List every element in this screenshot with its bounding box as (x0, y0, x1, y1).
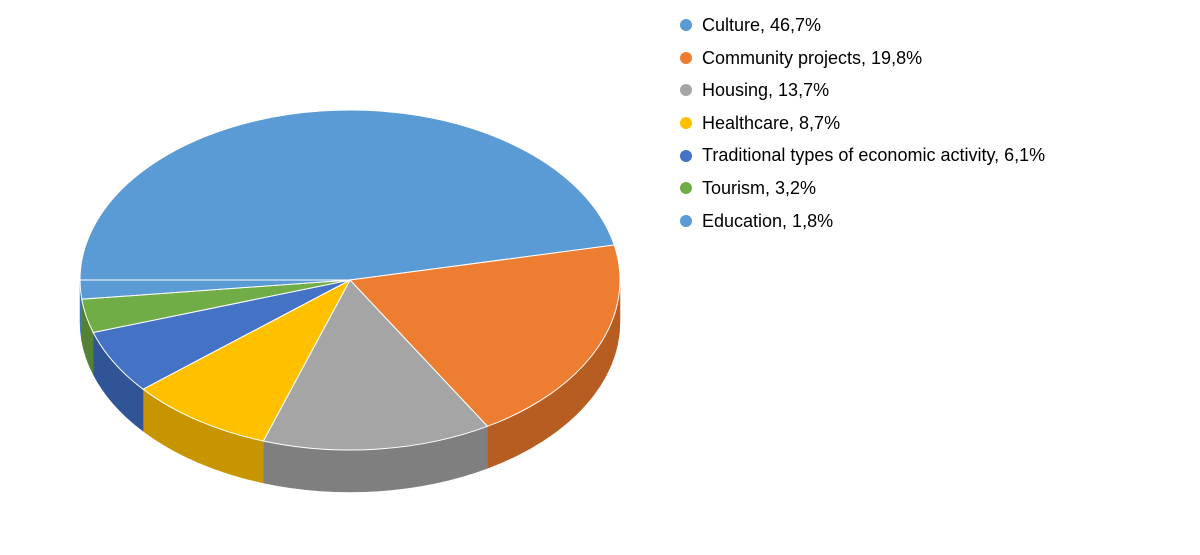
legend-swatch (680, 117, 692, 129)
legend-label: Tourism, 3,2% (702, 173, 816, 204)
legend-item: Tourism, 3,2% (680, 173, 1045, 204)
legend-label: Community projects, 19,8% (702, 43, 922, 74)
legend-label: Traditional types of economic activity, … (702, 140, 1045, 171)
legend-item: Healthcare, 8,7% (680, 108, 1045, 139)
legend-swatch (680, 84, 692, 96)
legend: Culture, 46,7%Community projects, 19,8%H… (680, 10, 1045, 238)
chart-container: Culture, 46,7%Community projects, 19,8%H… (0, 0, 1200, 550)
legend-label: Education, 1,8% (702, 206, 833, 237)
legend-item: Traditional types of economic activity, … (680, 140, 1045, 171)
legend-swatch (680, 52, 692, 64)
legend-swatch (680, 150, 692, 162)
legend-swatch (680, 182, 692, 194)
legend-item: Community projects, 19,8% (680, 43, 1045, 74)
pie-slice (80, 110, 614, 280)
pie-svg (50, 30, 650, 550)
legend-swatch (680, 215, 692, 227)
legend-item: Education, 1,8% (680, 206, 1045, 237)
legend-label: Housing, 13,7% (702, 75, 829, 106)
legend-swatch (680, 19, 692, 31)
pie-chart (50, 30, 650, 530)
legend-item: Housing, 13,7% (680, 75, 1045, 106)
legend-label: Culture, 46,7% (702, 10, 821, 41)
legend-item: Culture, 46,7% (680, 10, 1045, 41)
legend-label: Healthcare, 8,7% (702, 108, 840, 139)
